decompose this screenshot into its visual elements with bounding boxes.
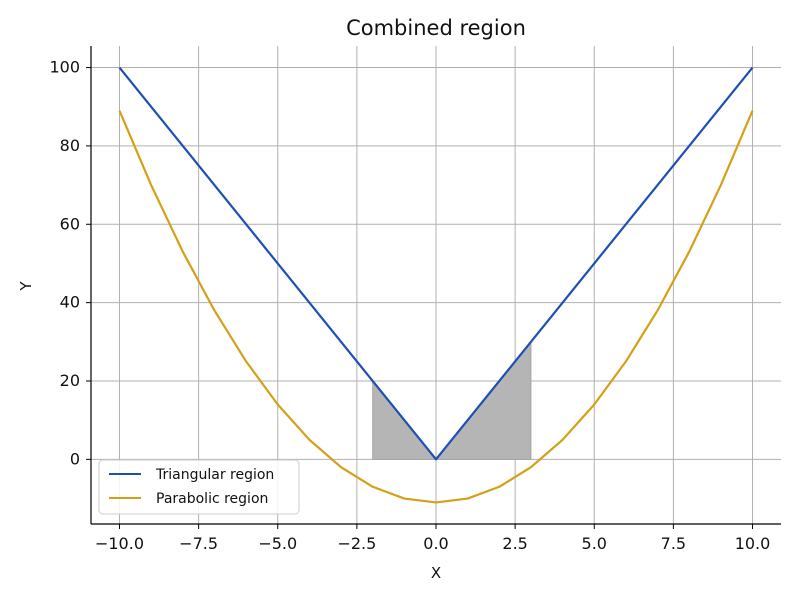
x-tick-label: 7.5 (661, 534, 686, 553)
parabolic-region-line (118, 110, 754, 504)
x-tick-label: −2.5 (337, 534, 376, 553)
y-tick-label: 80 (60, 136, 80, 155)
series-layer (118, 66, 754, 504)
x-axis-ticks: −10.0 −7.5 −5.0 −2.5 0.0 2.5 5.0 7.5 10.0 (95, 524, 770, 553)
grid-lines (91, 46, 781, 524)
x-tick-label: −10.0 (95, 534, 144, 553)
legend-label-triangular: Triangular region (155, 467, 274, 483)
legend-box (98, 459, 300, 515)
shaded-region (372, 340, 532, 460)
y-tick-label: 60 (60, 214, 80, 233)
legend-label-parabolic: Parabolic region (156, 491, 268, 507)
shaded-area-layer (372, 340, 532, 460)
y-axis-ticks: 0 20 40 60 80 100 (49, 58, 91, 468)
x-tick-label: 5.0 (582, 534, 607, 553)
triangular-region-line (118, 66, 754, 461)
x-tick-label: −5.0 (258, 534, 297, 553)
x-axis-label: X (431, 564, 441, 582)
y-axis-label: Y (17, 281, 35, 292)
y-tick-label: 40 (60, 293, 80, 312)
y-tick-label: 100 (49, 58, 80, 77)
legend: Triangular region Parabolic region (98, 459, 300, 515)
x-tick-label: 2.5 (502, 534, 527, 553)
y-tick-label: 0 (70, 449, 80, 468)
x-tick-label: 10.0 (735, 534, 771, 553)
chart-title: Combined region (346, 16, 526, 40)
y-tick-label: 20 (60, 371, 80, 390)
x-tick-label: 0.0 (423, 534, 448, 553)
x-tick-label: −7.5 (179, 534, 218, 553)
